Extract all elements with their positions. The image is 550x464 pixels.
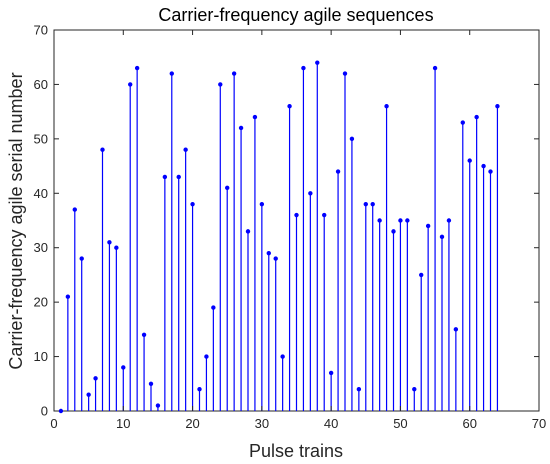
stem-marker: [488, 169, 493, 174]
stem-marker: [446, 218, 452, 223]
stem-marker: [79, 256, 84, 261]
stem-marker: [176, 174, 181, 180]
stem-marker: [252, 114, 258, 120]
stem-marker: [58, 408, 64, 414]
stem-marker: [280, 354, 285, 359]
stem-marker: [93, 376, 98, 381]
stem-marker: [308, 191, 313, 196]
stem-marker: [474, 114, 479, 120]
stem-marker: [225, 185, 230, 191]
stem-marker: [155, 403, 161, 408]
stem-marker: [439, 234, 445, 240]
stem-marker: [218, 82, 223, 87]
stem-marker: [335, 169, 341, 174]
stem-marker: [72, 207, 77, 212]
x-tick-label: 10: [116, 416, 130, 431]
stem-marker: [467, 158, 472, 163]
y-axis-label: Carrier-frequency agile serial number: [6, 72, 26, 369]
stem-marker: [121, 365, 126, 370]
stem-marker: [114, 245, 119, 250]
stem-marker: [391, 229, 396, 234]
stem-marker: [183, 147, 188, 152]
stem-marker: [190, 201, 195, 207]
y-tick-label: 30: [34, 240, 48, 255]
stem-marker: [412, 387, 417, 392]
stem-marker: [148, 381, 154, 386]
stem-marker: [328, 370, 334, 376]
stem-marker: [162, 174, 168, 180]
stem-marker: [453, 327, 459, 332]
stem-marker: [169, 71, 174, 76]
x-axis-ticks: 0 10 20 30 40 50 60 70: [50, 30, 546, 431]
y-tick-label: 10: [34, 349, 48, 364]
stem-marker: [460, 120, 465, 125]
stem-marker: [65, 294, 71, 299]
stem-marker: [107, 240, 112, 245]
stem-marker: [141, 332, 147, 337]
x-tick-label: 40: [324, 416, 338, 431]
stem-marker: [211, 305, 216, 310]
stem-marker: [294, 212, 299, 218]
x-tick-label: 50: [393, 416, 407, 431]
stem-marker: [100, 147, 105, 152]
stem-marker: [384, 103, 389, 109]
stem-marker: [495, 103, 500, 109]
x-tick-label: 60: [462, 416, 476, 431]
y-axis-ticks: 0 10 20 30 40 50 60 70: [34, 23, 539, 419]
stem-marker: [370, 201, 375, 207]
stem-marker: [481, 163, 486, 169]
stem-marker: [377, 218, 382, 223]
stem-marker: [301, 65, 306, 71]
stem-marker: [349, 136, 355, 142]
stem-marker: [356, 387, 362, 392]
stem-marker: [363, 201, 368, 207]
stem-marker: [419, 272, 424, 278]
stem-marker: [287, 103, 292, 109]
stem-marker: [245, 229, 251, 234]
stem-marker: [266, 250, 271, 256]
x-tick-label: 20: [185, 416, 199, 431]
stem-marker: [259, 201, 265, 207]
stem-marker: [273, 256, 278, 261]
stems-group: [58, 60, 500, 414]
stem-marker: [128, 82, 133, 87]
stem-marker: [405, 218, 410, 223]
stem-marker: [238, 125, 244, 131]
x-tick-label: 30: [255, 416, 269, 431]
stem-marker: [204, 354, 209, 359]
y-tick-label: 40: [34, 186, 48, 201]
stem-marker: [197, 387, 202, 392]
stem-marker: [342, 71, 348, 76]
stem-marker: [425, 223, 431, 229]
chart-title: Carrier-frequency agile sequences: [158, 5, 433, 25]
y-tick-label: 70: [34, 23, 48, 38]
stem-marker: [398, 218, 403, 223]
y-tick-label: 60: [34, 77, 48, 92]
y-tick-label: 50: [34, 131, 48, 146]
x-axis-label: Pulse trains: [249, 441, 343, 461]
y-tick-label: 0: [41, 404, 48, 419]
stem-marker: [322, 212, 327, 218]
stem-marker: [86, 392, 91, 397]
x-tick-label: 0: [50, 416, 57, 431]
stem-marker: [315, 60, 320, 65]
stem-marker: [231, 71, 237, 76]
x-tick-label: 70: [532, 416, 546, 431]
stem-marker: [432, 65, 438, 71]
y-tick-label: 20: [34, 295, 48, 310]
stem-marker: [134, 65, 140, 71]
